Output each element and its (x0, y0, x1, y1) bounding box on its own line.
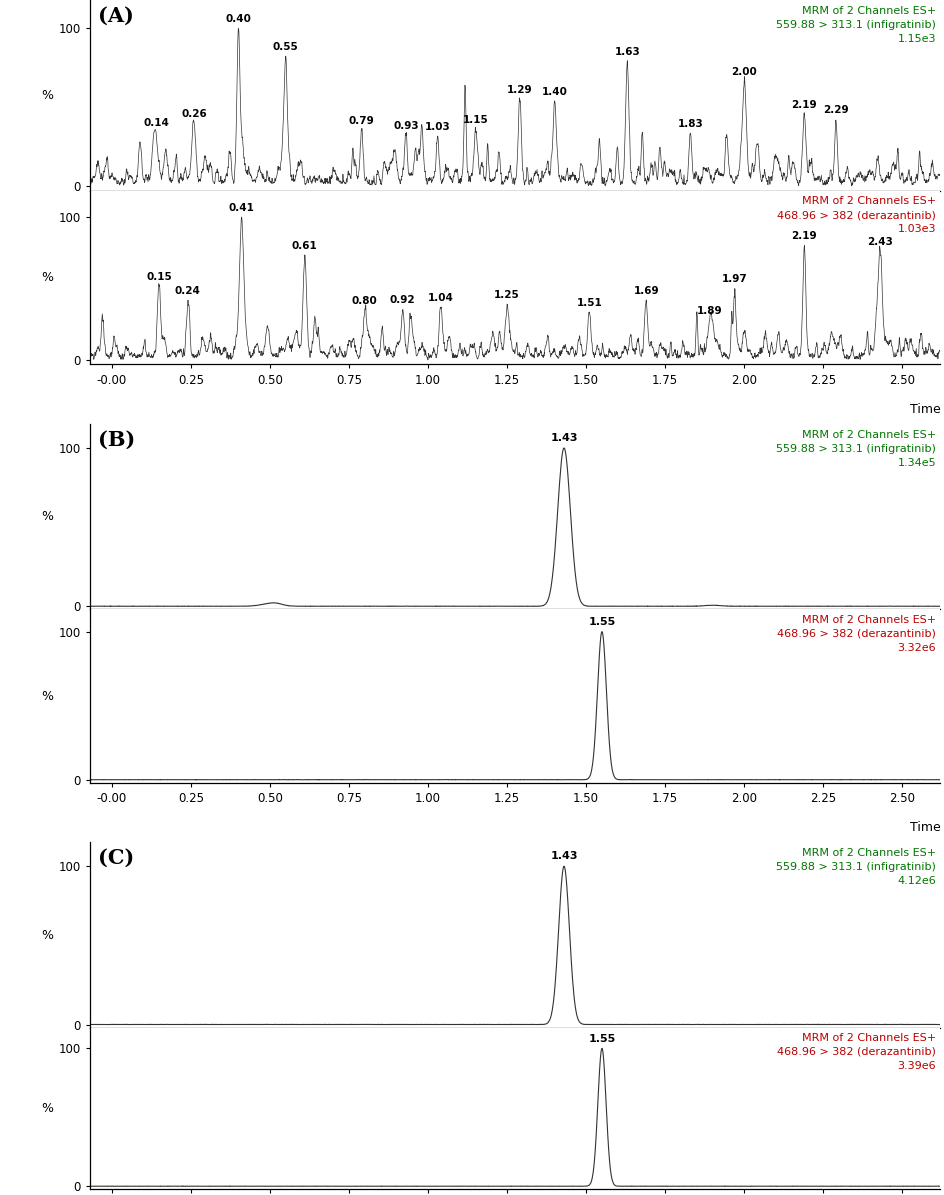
Text: (B): (B) (98, 430, 135, 449)
Y-axis label: %: % (42, 271, 53, 284)
Text: Time: Time (908, 403, 939, 416)
Text: 0.55: 0.55 (273, 42, 298, 51)
Text: 2.19: 2.19 (791, 99, 817, 110)
Text: MRM of 2 Channels ES+
559.88 > 313.1 (infigratinib)
1.34e5: MRM of 2 Channels ES+ 559.88 > 313.1 (in… (775, 430, 935, 467)
Text: 2.19: 2.19 (791, 231, 817, 241)
Text: 2.00: 2.00 (731, 67, 756, 76)
Text: 0.40: 0.40 (226, 13, 251, 24)
Text: 1.83: 1.83 (677, 120, 702, 129)
Text: 0.15: 0.15 (146, 272, 172, 282)
Text: 0.41: 0.41 (228, 203, 254, 213)
Text: 0.24: 0.24 (175, 287, 200, 296)
Text: 0.93: 0.93 (393, 121, 418, 130)
Text: 2.43: 2.43 (867, 238, 892, 247)
Text: 1.25: 1.25 (494, 290, 519, 300)
Y-axis label: %: % (42, 929, 53, 942)
Text: 1.43: 1.43 (549, 852, 577, 862)
Text: 1.55: 1.55 (588, 1034, 615, 1044)
Text: MRM of 2 Channels ES+
468.96 > 382 (derazantinib)
3.32e6: MRM of 2 Channels ES+ 468.96 > 382 (dera… (776, 614, 935, 652)
Text: Time: Time (908, 821, 939, 834)
Text: 0.79: 0.79 (348, 116, 374, 125)
Text: 0.14: 0.14 (143, 118, 169, 128)
Text: 1.97: 1.97 (721, 274, 747, 284)
Text: (C): (C) (98, 848, 134, 868)
Text: 1.43: 1.43 (549, 434, 577, 443)
Text: 1.69: 1.69 (632, 286, 658, 295)
Text: 0.26: 0.26 (181, 109, 207, 120)
Text: 0.61: 0.61 (292, 240, 317, 251)
Text: 1.89: 1.89 (696, 306, 721, 317)
Y-axis label: %: % (42, 1102, 53, 1115)
Text: MRM of 2 Channels ES+
468.96 > 382 (derazantinib)
1.03e3: MRM of 2 Channels ES+ 468.96 > 382 (dera… (776, 196, 935, 234)
Text: 2.29: 2.29 (822, 105, 848, 116)
Text: MRM of 2 Channels ES+
559.88 > 313.1 (infigratinib)
1.15e3: MRM of 2 Channels ES+ 559.88 > 313.1 (in… (775, 6, 935, 44)
Text: 1.40: 1.40 (541, 86, 567, 97)
Y-axis label: %: % (42, 690, 53, 703)
Text: 0.92: 0.92 (390, 295, 415, 305)
Text: MRM of 2 Channels ES+
559.88 > 313.1 (infigratinib)
4.12e6: MRM of 2 Channels ES+ 559.88 > 313.1 (in… (775, 848, 935, 885)
Text: 1.03: 1.03 (424, 122, 450, 133)
Y-axis label: %: % (42, 90, 53, 102)
Text: MRM of 2 Channels ES+
468.96 > 382 (derazantinib)
3.39e6: MRM of 2 Channels ES+ 468.96 > 382 (dera… (776, 1032, 935, 1071)
Text: 1.55: 1.55 (588, 618, 615, 627)
Text: 1.15: 1.15 (463, 115, 488, 125)
Text: 0.80: 0.80 (351, 296, 378, 306)
Y-axis label: %: % (42, 510, 53, 523)
Text: 1.63: 1.63 (614, 47, 639, 56)
Text: 1.51: 1.51 (576, 298, 601, 307)
Text: 1.04: 1.04 (428, 293, 453, 304)
Text: (A): (A) (98, 6, 134, 26)
Text: 1.29: 1.29 (506, 85, 532, 94)
